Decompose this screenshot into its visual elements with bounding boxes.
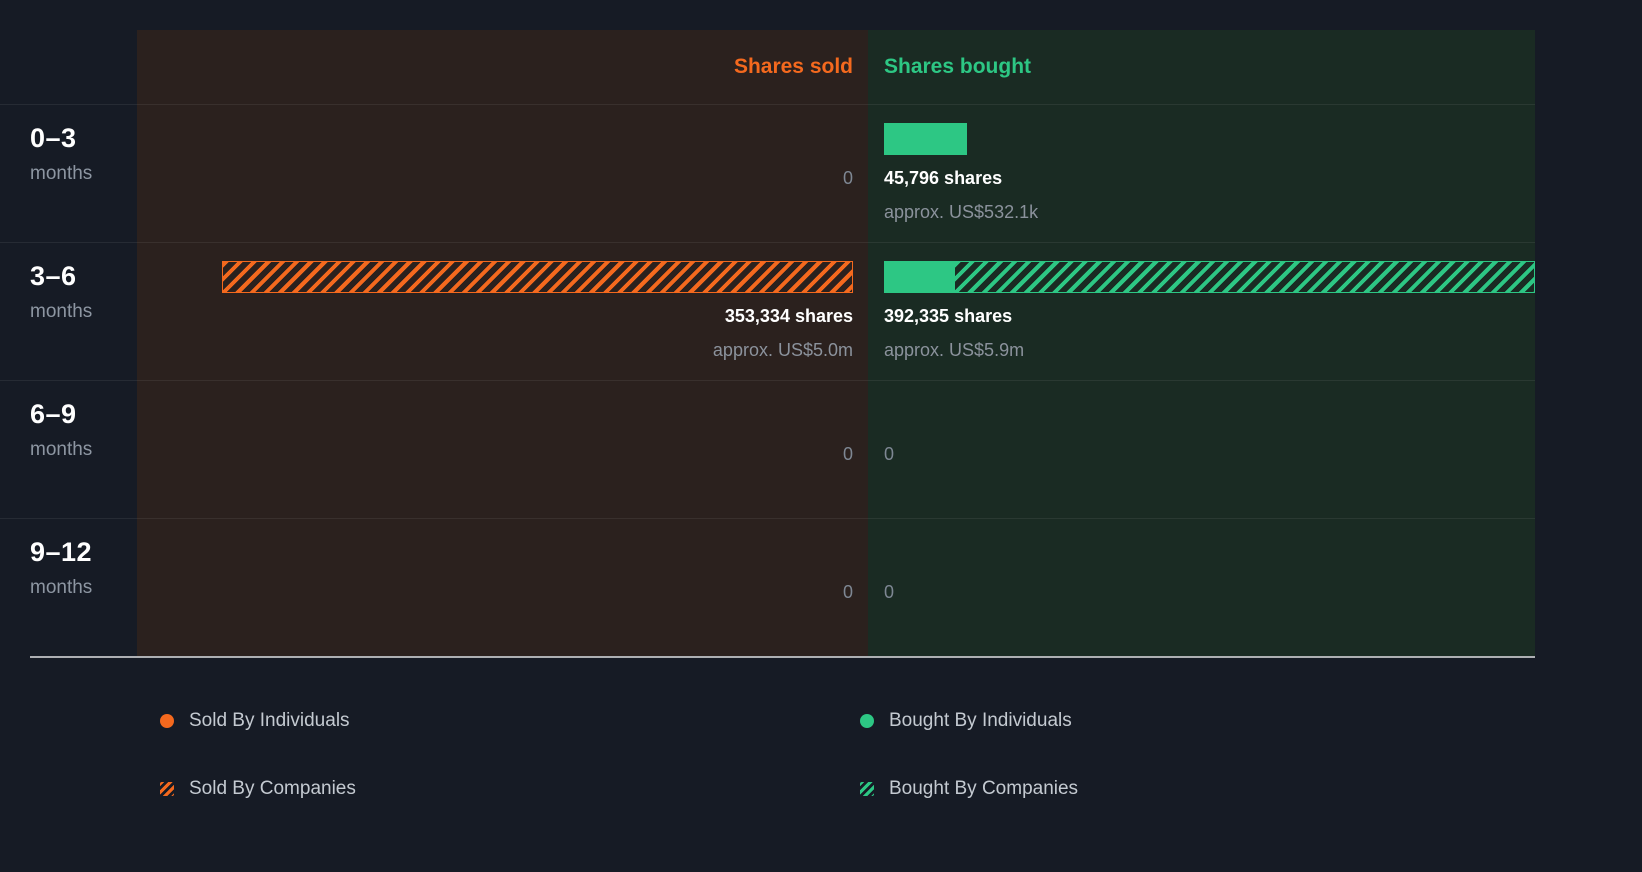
baseline-divider xyxy=(30,656,1535,658)
legend-bought-by-companies: Bought By Companies xyxy=(860,778,1642,800)
sold-bar-zone xyxy=(137,399,853,431)
sold-cell: 0 xyxy=(137,519,868,656)
bought-shares-value: 45,796 shares xyxy=(884,168,1003,188)
sold-cell: 353,334 shares approx. US$5.0m xyxy=(137,243,868,380)
sold-shares-value: 353,334 shares xyxy=(724,306,853,326)
bought-by-individuals-bar[interactable] xyxy=(884,261,954,293)
period-row-3-6-months: 3–6 months 353,334 shares approx. US$5.0… xyxy=(0,242,1535,380)
sold-individuals-dot-icon xyxy=(160,714,174,728)
bought-individuals-dot-icon xyxy=(860,714,874,728)
bought-cell: 45,796 shares approx. US$532.1k xyxy=(868,105,1535,242)
bought-companies-hatch-icon xyxy=(860,782,874,796)
sold-shares-value: 0 xyxy=(842,582,853,602)
bought-cell: 0 xyxy=(868,519,1535,656)
period-unit: months xyxy=(30,439,93,460)
legend-sold-by-individuals: Sold By Individuals xyxy=(160,710,860,732)
legend-bought-by-individuals: Bought By Individuals xyxy=(860,710,1642,732)
period-unit: months xyxy=(30,577,93,598)
period-label: 0–3 xyxy=(30,123,77,153)
bought-bar-zone xyxy=(884,537,1535,569)
period-unit: months xyxy=(30,163,93,184)
bought-approx-value: approx. US$5.9m xyxy=(884,340,1025,360)
sold-approx-value: approx. US$5.0m xyxy=(712,340,853,360)
period-label: 3–6 xyxy=(30,261,77,291)
shares-sold-panel xyxy=(137,30,868,656)
period-label: 6–9 xyxy=(30,399,77,429)
period-row-9-12-months: 9–12 months 0 0 xyxy=(0,518,1535,656)
sold-companies-hatch-icon xyxy=(160,782,174,796)
bought-cell: 0 xyxy=(868,381,1535,518)
sold-shares-value: 0 xyxy=(842,444,853,464)
bought-approx-value: approx. US$532.1k xyxy=(884,202,1039,222)
period-unit: months xyxy=(30,301,93,322)
legend-label: Sold By Individuals xyxy=(189,710,350,731)
bought-cell: 392,335 shares approx. US$5.9m xyxy=(868,243,1535,380)
sold-shares-value: 0 xyxy=(842,168,853,188)
bought-shares-value: 392,335 shares xyxy=(884,306,1013,326)
bought-by-individuals-bar[interactable] xyxy=(884,123,967,155)
period-label: 9–12 xyxy=(30,537,93,567)
legend-sold-by-companies: Sold By Companies xyxy=(160,778,860,800)
header-row: Shares sold Shares bought xyxy=(0,30,1535,104)
sold-by-companies-bar[interactable] xyxy=(222,261,853,293)
shares-bought-header: Shares bought xyxy=(884,55,1032,78)
legend-label: Bought By Individuals xyxy=(889,710,1072,731)
insider-trading-chart: Shares sold Shares bought 0–3 months 0 4… xyxy=(0,30,1642,656)
period-row-6-9-months: 6–9 months 0 0 xyxy=(0,380,1535,518)
legend-label: Sold By Companies xyxy=(189,778,356,799)
sold-bar-zone xyxy=(137,123,853,155)
bought-bar-zone xyxy=(884,261,1535,293)
sold-cell: 0 xyxy=(137,105,868,242)
sold-cell: 0 xyxy=(137,381,868,518)
sold-bar-zone xyxy=(137,261,853,293)
header-spacer xyxy=(0,30,137,104)
shares-bought-panel xyxy=(868,30,1535,656)
bought-shares-value: 0 xyxy=(884,582,895,602)
legend-label: Bought By Companies xyxy=(889,778,1079,799)
period-label-cell: 9–12 months xyxy=(0,519,137,656)
bought-shares-value: 0 xyxy=(884,444,895,464)
bought-bar-zone xyxy=(884,123,1535,155)
legend: Sold By Individuals Bought By Individual… xyxy=(160,710,1642,800)
sold-bar-zone xyxy=(137,537,853,569)
bought-bar-zone xyxy=(884,399,1535,431)
period-label-cell: 0–3 months xyxy=(0,105,137,242)
period-label-cell: 6–9 months xyxy=(0,381,137,518)
period-label-cell: 3–6 months xyxy=(0,243,137,380)
shares-sold-header: Shares sold xyxy=(733,55,853,78)
period-row-0-3-months: 0–3 months 0 45,796 shares approx. US$53… xyxy=(0,104,1535,242)
chart-grid: Shares sold Shares bought 0–3 months 0 4… xyxy=(0,30,1535,656)
bought-by-companies-bar[interactable] xyxy=(953,261,1535,293)
